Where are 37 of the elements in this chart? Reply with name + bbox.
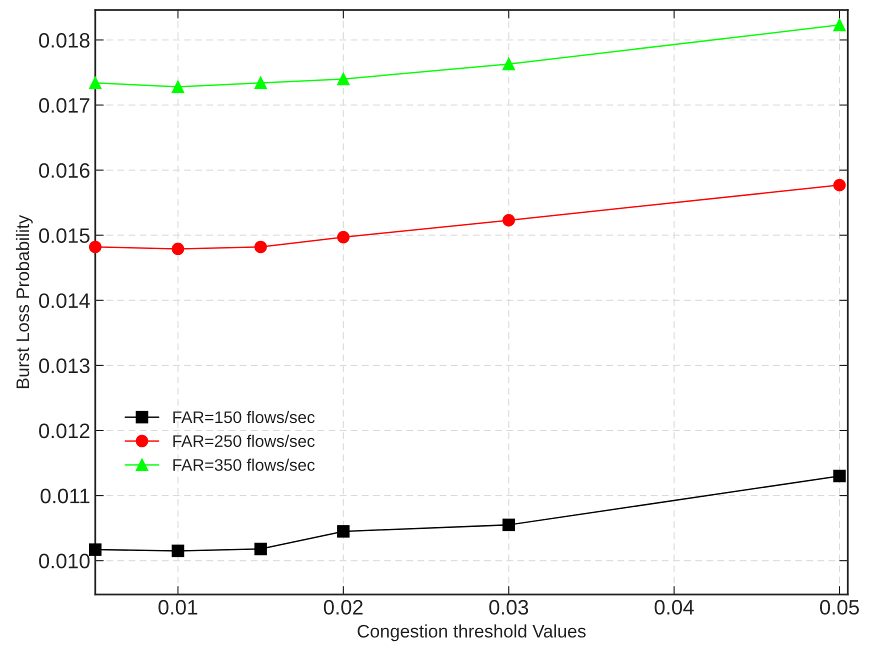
y-tick-label: 0.016 xyxy=(39,163,90,178)
x-tick-label: 0.05 xyxy=(820,600,859,615)
point xyxy=(254,240,267,254)
y-tick-label: 0.010 xyxy=(39,554,90,568)
point xyxy=(89,240,102,254)
legend-label: FAR=250 flows/sec xyxy=(173,434,315,448)
y-tick-label: 0.014 xyxy=(39,293,90,308)
point xyxy=(502,214,515,227)
y-tick-label: 0.015 xyxy=(39,228,90,243)
point xyxy=(337,525,350,538)
point xyxy=(502,518,515,532)
x-axis-title: Congestion threshold Values xyxy=(358,624,586,642)
point xyxy=(172,80,184,94)
point xyxy=(337,230,350,244)
point xyxy=(172,242,184,256)
point xyxy=(833,178,846,192)
point xyxy=(89,76,102,90)
legend-label: FAR=350 flows/sec xyxy=(173,458,315,471)
y-tick-label: 0.013 xyxy=(39,358,90,374)
point xyxy=(172,544,184,558)
point xyxy=(254,542,267,556)
y-axis-title: Burst Loss Probability xyxy=(16,214,33,388)
point xyxy=(254,76,267,90)
y-tick-label: 0.018 xyxy=(39,32,90,48)
x-tick-label: 0.02 xyxy=(324,600,363,615)
y-tick-label: 0.017 xyxy=(39,98,90,113)
x-tick-label: 0.03 xyxy=(489,600,528,615)
y-tick-label: 0.011 xyxy=(40,488,90,504)
point xyxy=(337,72,350,86)
legend-label: FAR=150 flows/sec xyxy=(173,410,315,424)
x-tick-label: 0.01 xyxy=(158,600,198,615)
x-tick-label: 0.04 xyxy=(654,600,694,615)
point xyxy=(833,18,846,32)
y-tick-label: 0.012 xyxy=(39,423,90,438)
point xyxy=(833,470,846,482)
point xyxy=(502,58,515,70)
point xyxy=(89,543,102,556)
